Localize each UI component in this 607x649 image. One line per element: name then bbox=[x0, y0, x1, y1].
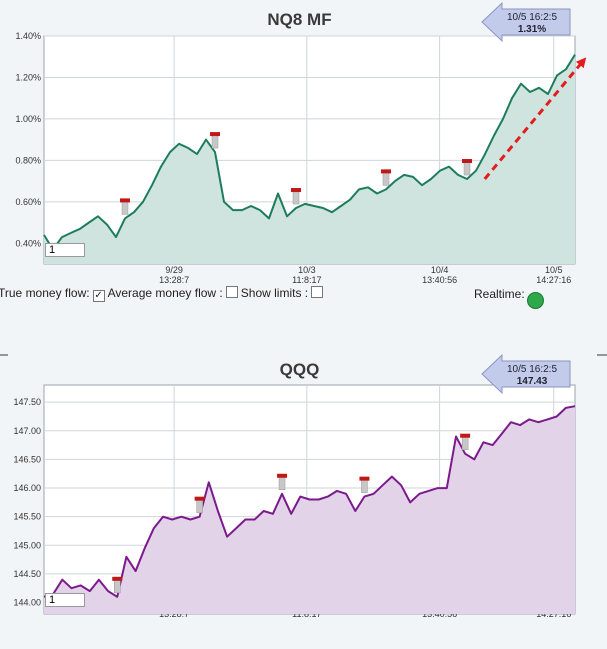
qqq-period-input[interactable] bbox=[45, 593, 85, 607]
badge-time: 10/5 16:2:5 bbox=[507, 364, 557, 375]
event-marker-icon bbox=[381, 169, 391, 186]
x-tick-date: 10/5 bbox=[545, 265, 563, 275]
y-tick-label: 145.00 bbox=[13, 540, 41, 550]
x-tick-time: 13:40:56 bbox=[422, 275, 457, 285]
trend-arrow bbox=[483, 57, 587, 180]
event-marker-icon bbox=[112, 576, 123, 594]
chart-qqq: QQQ 144.00 144.50 145.00 145.50 146.00 146.50 1… bbox=[13, 353, 576, 619]
y-tick-label: 1.20% bbox=[15, 72, 41, 82]
realtime-indicator-icon[interactable] bbox=[527, 292, 544, 309]
y-tick-label: 144.50 bbox=[13, 569, 41, 579]
y-tick-label: 1.40% bbox=[15, 31, 41, 41]
x-tick-date: 9/29 bbox=[165, 265, 183, 275]
chart-mf: NQ8 MF 0.40% 0.60% 0.80% 1.00% 1.20% 1.40% 9/29… bbox=[15, 1, 587, 285]
y-tick-label: 147.50 bbox=[13, 397, 41, 407]
average-money-flow-checkbox[interactable] bbox=[225, 286, 238, 298]
event-marker-icon bbox=[460, 433, 471, 450]
chart-title: NQ8 MF bbox=[267, 10, 331, 29]
series-line bbox=[43, 54, 576, 251]
y-tick-label: 145.50 bbox=[13, 512, 41, 522]
realtime-label: Realtime: bbox=[474, 287, 525, 301]
y-tick-label: 0.60% bbox=[15, 197, 41, 207]
average-money-flow-label: Average money flow : bbox=[107, 286, 223, 300]
show-limits-label: Show limits : bbox=[240, 286, 309, 300]
y-tick-label: 147.00 bbox=[13, 426, 41, 436]
x-tick-time: 14:27:16 bbox=[536, 275, 571, 285]
x-tick-time: 11:8:17 bbox=[292, 275, 321, 285]
series-line bbox=[43, 405, 576, 598]
y-tick-label: 144.00 bbox=[13, 598, 41, 608]
mf-period-input[interactable] bbox=[45, 243, 85, 257]
event-marker-icon bbox=[277, 473, 288, 491]
event-marker-icon bbox=[359, 476, 370, 493]
badge-time: 10/5 16:2:5 bbox=[507, 12, 557, 23]
x-tick-time: 13:28:7 bbox=[159, 275, 189, 285]
series-area bbox=[44, 54, 575, 265]
y-tick-label: 1.00% bbox=[15, 114, 41, 124]
event-marker-icon bbox=[291, 188, 301, 205]
chart-title: QQQ bbox=[280, 360, 320, 379]
y-tick-label: 0.80% bbox=[15, 155, 41, 165]
series-area bbox=[44, 406, 575, 614]
controls-bar: True money flow: ✓ Average money flow : Sho… bbox=[0, 286, 326, 302]
event-marker-icon bbox=[210, 132, 220, 149]
x-tick-date: 10/3 bbox=[298, 265, 316, 275]
y-tick-label: 0.40% bbox=[15, 238, 41, 248]
badge-value: 147.43 bbox=[517, 376, 548, 387]
event-marker-icon bbox=[194, 496, 205, 513]
x-tick-date: 10/4 bbox=[431, 265, 449, 275]
event-marker-icon bbox=[462, 159, 472, 176]
true-money-flow-checkbox[interactable]: ✓ bbox=[92, 290, 105, 302]
badge-value: 1.31% bbox=[518, 24, 546, 35]
value-badge: 10/5 16:2:51.31% bbox=[481, 1, 571, 43]
y-tick-label: 146.00 bbox=[13, 483, 41, 493]
y-tick-label: 146.50 bbox=[13, 454, 41, 464]
event-marker-icon bbox=[120, 198, 130, 215]
show-limits-checkbox[interactable] bbox=[311, 286, 324, 298]
true-money-flow-label: True money flow: bbox=[0, 286, 90, 300]
